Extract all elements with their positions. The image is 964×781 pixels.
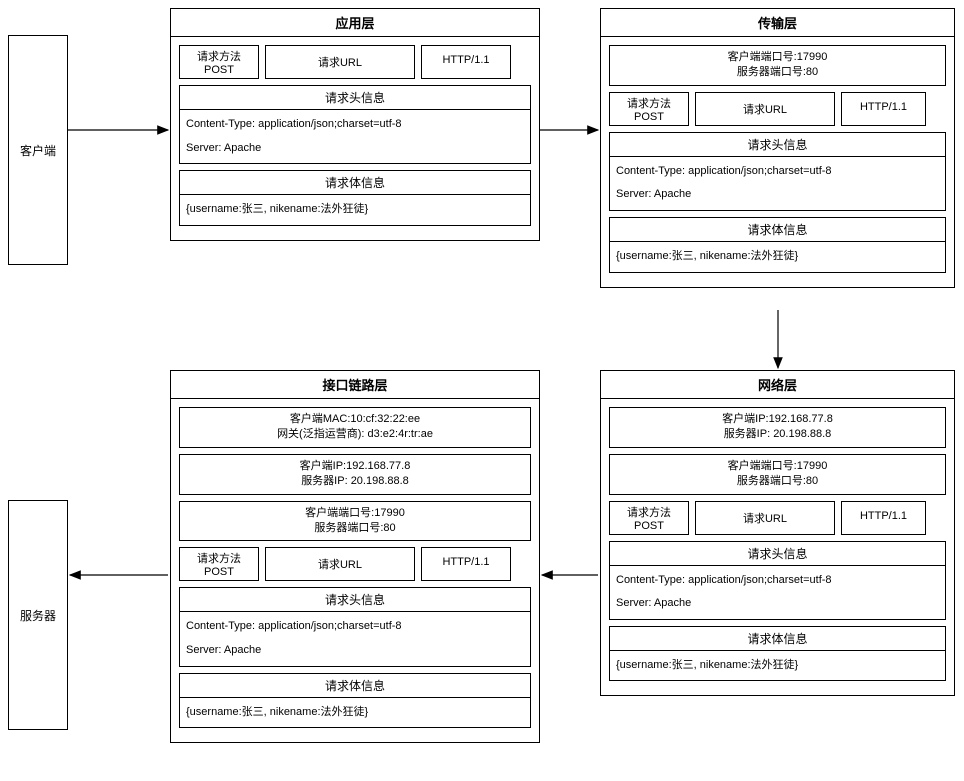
url-box-t: 请求URL [695, 92, 835, 126]
http-version-box: HTTP/1.1 [421, 45, 511, 79]
method-box-l: 请求方法 POST [179, 547, 259, 581]
server-label: 服务器 [20, 607, 56, 624]
ports-box-l: 客户端端口号:17990 服务器端口号:80 [179, 501, 531, 542]
http-version-box-t: HTTP/1.1 [841, 92, 926, 126]
method-box: 请求方法 POST [179, 45, 259, 79]
headers-box-n: 请求头信息 Content-Type: application/json;cha… [609, 541, 946, 620]
http-version-box-l: HTTP/1.1 [421, 547, 511, 581]
url-box-n: 请求URL [695, 501, 835, 535]
http-version-box-n: HTTP/1.1 [841, 501, 926, 535]
server-box: 服务器 [8, 500, 68, 730]
app-layer-box: 应用层 请求方法 POST 请求URL HTTP/1.1 请求头信息 Conte… [170, 8, 540, 241]
ips-box-l: 客户端IP:192.168.77.8 服务器IP: 20.198.88.8 [179, 454, 531, 495]
url-box: 请求URL [265, 45, 415, 79]
headers-box-t: 请求头信息 Content-Type: application/json;cha… [609, 132, 946, 211]
body-box-n: 请求体信息 {username:张三, nikename:法外狂徒} [609, 626, 946, 682]
link-layer-title: 接口链路层 [171, 371, 539, 399]
client-box: 客户端 [8, 35, 68, 265]
link-layer-box: 接口链路层 客户端MAC:10:cf:32:22:ee 网关(泛指运营商): d… [170, 370, 540, 743]
macs-box-l: 客户端MAC:10:cf:32:22:ee 网关(泛指运营商): d3:e2:4… [179, 407, 531, 448]
headers-box: 请求头信息 Content-Type: application/json;cha… [179, 85, 531, 164]
body-box: 请求体信息 {username:张三, nikename:法外狂徒} [179, 170, 531, 226]
transport-layer-title: 传输层 [601, 9, 954, 37]
method-box-n: 请求方法 POST [609, 501, 689, 535]
network-layer-title: 网络层 [601, 371, 954, 399]
method-box-t: 请求方法 POST [609, 92, 689, 126]
client-label: 客户端 [20, 142, 56, 159]
body-box-l: 请求体信息 {username:张三, nikename:法外狂徒} [179, 673, 531, 729]
url-box-l: 请求URL [265, 547, 415, 581]
body-box-t: 请求体信息 {username:张三, nikename:法外狂徒} [609, 217, 946, 273]
transport-layer-box: 传输层 客户端端口号:17990 服务器端口号:80 请求方法 POST 请求U… [600, 8, 955, 288]
ports-box-n: 客户端端口号:17990 服务器端口号:80 [609, 454, 946, 495]
ports-box: 客户端端口号:17990 服务器端口号:80 [609, 45, 946, 86]
network-layer-box: 网络层 客户端IP:192.168.77.8 服务器IP: 20.198.88.… [600, 370, 955, 696]
headers-box-l: 请求头信息 Content-Type: application/json;cha… [179, 587, 531, 666]
ips-box-n: 客户端IP:192.168.77.8 服务器IP: 20.198.88.8 [609, 407, 946, 448]
app-layer-title: 应用层 [171, 9, 539, 37]
